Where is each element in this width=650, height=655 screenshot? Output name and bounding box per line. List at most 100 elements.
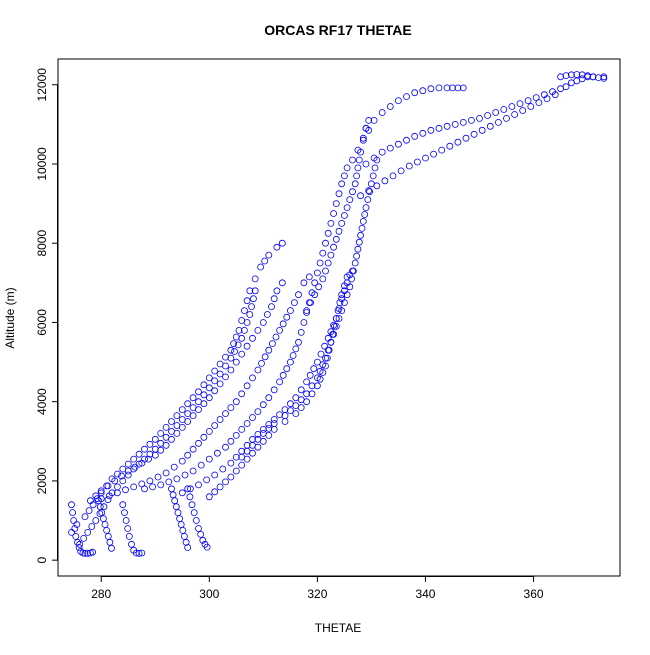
data-point bbox=[104, 496, 112, 504]
data-point bbox=[354, 245, 362, 253]
data-point bbox=[346, 196, 354, 204]
data-point bbox=[289, 352, 297, 359]
data-point bbox=[95, 497, 102, 505]
data-point bbox=[168, 435, 175, 443]
data-point bbox=[205, 427, 213, 435]
data-point bbox=[162, 423, 170, 431]
data-point bbox=[343, 204, 351, 212]
data-point bbox=[297, 396, 305, 404]
data-point bbox=[359, 136, 367, 144]
data-point bbox=[188, 501, 196, 509]
data-point bbox=[162, 469, 170, 477]
data-point bbox=[200, 391, 208, 399]
data-point bbox=[353, 172, 361, 180]
data-point bbox=[100, 503, 108, 511]
data-point bbox=[249, 414, 256, 421]
data-point bbox=[362, 204, 370, 212]
data-point bbox=[125, 533, 133, 540]
data-point bbox=[184, 418, 192, 425]
data-point bbox=[227, 366, 235, 374]
data-point bbox=[270, 295, 278, 303]
y-tick-label: 4000 bbox=[35, 388, 49, 415]
data-point bbox=[211, 367, 219, 375]
data-point bbox=[283, 313, 291, 321]
data-point bbox=[494, 119, 502, 126]
data-point bbox=[519, 107, 527, 114]
data-point bbox=[189, 467, 197, 475]
data-point bbox=[205, 384, 213, 392]
data-point bbox=[315, 283, 323, 291]
data-point bbox=[516, 100, 524, 107]
data-point bbox=[334, 307, 342, 315]
data-point bbox=[195, 525, 202, 532]
data-point bbox=[71, 525, 79, 532]
data-point bbox=[389, 172, 397, 180]
data-point bbox=[211, 377, 219, 385]
data-point bbox=[111, 477, 119, 485]
data-point bbox=[181, 471, 189, 479]
data-point bbox=[319, 275, 327, 283]
data-point bbox=[114, 470, 121, 478]
data-point bbox=[232, 398, 240, 406]
data-point bbox=[222, 478, 229, 486]
data-point bbox=[332, 200, 340, 208]
data-point bbox=[243, 382, 251, 390]
data-point bbox=[119, 477, 127, 485]
data-point bbox=[222, 362, 229, 370]
data-point bbox=[254, 326, 262, 334]
data-point bbox=[446, 142, 454, 150]
data-point bbox=[306, 371, 314, 379]
data-point bbox=[227, 437, 235, 445]
data-point bbox=[165, 478, 173, 486]
data-point bbox=[205, 493, 213, 501]
data-point bbox=[178, 423, 186, 431]
data-point bbox=[311, 291, 319, 299]
data-point bbox=[189, 445, 197, 453]
data-point bbox=[232, 467, 240, 475]
data-point bbox=[316, 259, 324, 267]
data-point bbox=[173, 475, 181, 483]
data-point bbox=[411, 132, 419, 140]
data-point bbox=[189, 394, 197, 402]
data-point bbox=[543, 95, 551, 102]
data-point bbox=[276, 326, 284, 334]
data-point bbox=[76, 540, 83, 548]
data-point bbox=[216, 416, 224, 423]
data-point bbox=[349, 156, 356, 164]
data-point bbox=[240, 307, 248, 315]
data-point bbox=[369, 172, 377, 180]
chart-title: ORCAS RF17 THETAE bbox=[264, 22, 412, 38]
data-point bbox=[254, 366, 262, 374]
data-point bbox=[145, 455, 152, 463]
data-point bbox=[562, 83, 570, 91]
data-point bbox=[195, 481, 202, 489]
data-point bbox=[527, 103, 535, 110]
data-point bbox=[263, 311, 271, 318]
y-tick-label: 6000 bbox=[35, 309, 49, 336]
data-point bbox=[286, 358, 294, 366]
data-point bbox=[292, 345, 300, 353]
data-point bbox=[74, 538, 81, 546]
data-point bbox=[584, 72, 591, 79]
data-point bbox=[435, 84, 443, 92]
data-point bbox=[211, 488, 219, 496]
data-point bbox=[157, 446, 165, 454]
data-point bbox=[81, 550, 89, 557]
data-point bbox=[219, 465, 227, 473]
data-point bbox=[246, 287, 254, 295]
data-point bbox=[324, 229, 332, 237]
data-point bbox=[327, 338, 335, 346]
data-point bbox=[121, 509, 128, 516]
data-point bbox=[205, 374, 213, 382]
data-point bbox=[151, 435, 159, 443]
data-point bbox=[265, 394, 273, 402]
data-point bbox=[365, 117, 373, 124]
data-point bbox=[359, 134, 367, 142]
data-point bbox=[335, 227, 343, 235]
data-point bbox=[268, 303, 275, 311]
data-point bbox=[195, 388, 202, 396]
y-tick-label: 2000 bbox=[35, 467, 49, 494]
data-point bbox=[279, 371, 287, 379]
data-point bbox=[327, 251, 335, 259]
data-point bbox=[203, 476, 211, 484]
